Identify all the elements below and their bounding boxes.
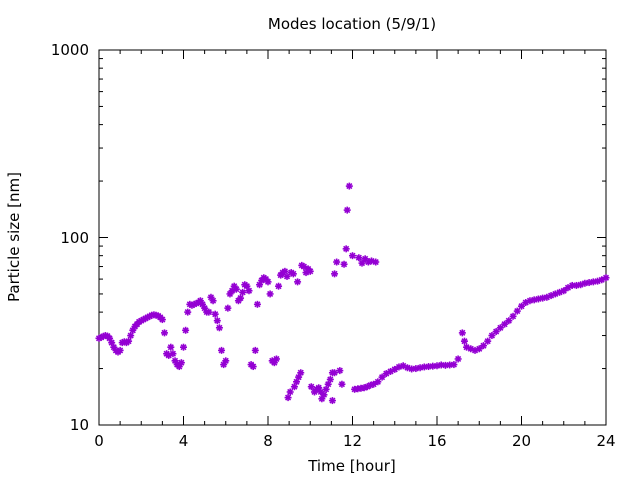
data-point — [184, 308, 192, 316]
data-point — [342, 245, 350, 253]
data-point — [361, 255, 369, 263]
data-point — [331, 270, 339, 278]
data-point — [224, 304, 232, 312]
data-point — [349, 252, 356, 260]
data-point — [289, 270, 297, 278]
data-point — [213, 317, 221, 325]
data-point — [320, 391, 328, 399]
data-point — [239, 288, 247, 296]
data-point — [209, 297, 217, 305]
data-point — [125, 337, 133, 345]
data-point — [245, 287, 253, 295]
data-point — [374, 378, 382, 386]
data-point — [496, 324, 504, 332]
plot-frame — [98, 49, 607, 426]
x-tick-label-12: 12 — [343, 432, 362, 450]
data-point — [211, 310, 219, 318]
data-point — [560, 287, 568, 295]
data-point — [484, 337, 492, 345]
data-point — [326, 375, 334, 383]
x-tick-label-4: 4 — [179, 432, 189, 450]
data-point — [249, 363, 257, 371]
y-axis-label: Particle size [nm] — [5, 172, 23, 302]
y-tick-label-1000: 1000 — [51, 41, 89, 59]
data-point — [307, 383, 315, 391]
data-point — [328, 397, 336, 405]
data-point — [458, 329, 466, 337]
data-point — [253, 300, 261, 308]
data-point — [177, 359, 185, 367]
data-point — [295, 373, 303, 381]
y-tick-label-100: 100 — [60, 229, 89, 247]
x-tick-label-8: 8 — [263, 432, 273, 450]
data-point — [343, 206, 351, 214]
data-point — [467, 345, 475, 353]
x-axis-label: Time [hour] — [307, 457, 396, 475]
data-point — [460, 337, 468, 345]
data-point — [602, 274, 610, 282]
data-point — [264, 278, 272, 286]
data-point — [232, 285, 240, 293]
chart-title: Modes location (5/9/1) — [268, 15, 436, 33]
data-point — [266, 290, 274, 298]
data-point — [251, 346, 259, 354]
data-point — [340, 260, 348, 268]
data-point — [412, 365, 420, 373]
data-point — [306, 267, 314, 275]
data-point — [372, 258, 380, 266]
data-point — [127, 332, 135, 340]
x-tick-label-20: 20 — [512, 432, 531, 450]
data-point — [505, 317, 513, 325]
data-point — [358, 259, 366, 267]
data-point — [218, 346, 226, 354]
y-tick-label-10: 10 — [70, 416, 89, 434]
data-point — [333, 258, 341, 266]
data-point — [215, 324, 223, 332]
data-point — [450, 361, 458, 369]
data-point — [294, 278, 302, 286]
data-point — [284, 394, 292, 402]
axis-ticks — [98, 49, 607, 426]
data-point — [160, 329, 168, 337]
data-point — [345, 182, 353, 190]
data-points — [95, 182, 610, 405]
data-point — [222, 357, 230, 365]
data-point — [205, 308, 213, 316]
data-point — [539, 294, 547, 302]
data-point — [364, 258, 372, 266]
x-tick-label-16: 16 — [427, 432, 446, 450]
x-tick-label-0: 0 — [94, 432, 104, 450]
x-tick-label-24: 24 — [596, 432, 615, 450]
data-point — [355, 254, 363, 262]
data-point — [331, 369, 339, 377]
data-point — [509, 312, 517, 320]
data-point — [297, 369, 305, 377]
data-point — [336, 367, 344, 375]
data-point — [272, 355, 280, 363]
data-point — [286, 388, 294, 396]
data-point — [167, 343, 175, 351]
data-point — [513, 307, 521, 315]
data-point — [454, 355, 462, 363]
data-point — [479, 342, 487, 350]
data-point — [116, 346, 124, 354]
data-point — [182, 326, 190, 334]
data-point — [338, 380, 346, 388]
data-point — [158, 316, 166, 324]
data-point — [180, 343, 187, 351]
data-point — [169, 350, 177, 358]
data-point — [275, 282, 283, 290]
data-point — [199, 300, 207, 308]
data-point — [237, 294, 245, 302]
